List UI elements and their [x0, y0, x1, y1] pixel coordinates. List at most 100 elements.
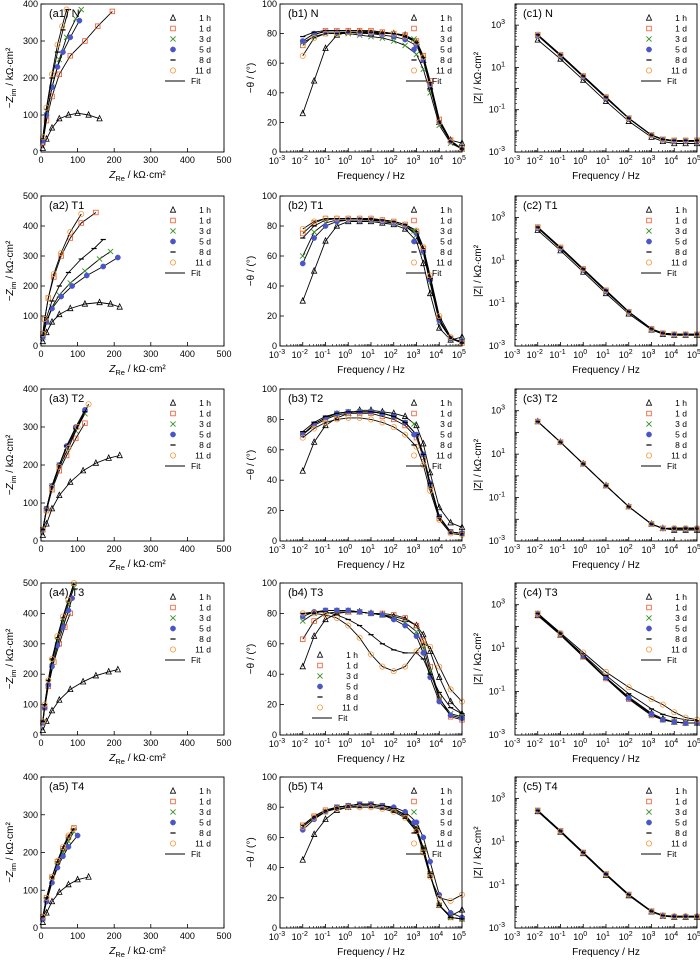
y-axis-title: −Zim / kΩ·cm²	[5, 240, 18, 301]
x-tick-label: 10-3	[269, 931, 285, 942]
data-point	[311, 235, 317, 241]
legend-marker	[410, 398, 418, 406]
x-tick-label: 101	[361, 155, 375, 166]
fit-line	[537, 613, 697, 724]
data-point	[426, 468, 434, 476]
panel-a1: 0 100 200 300 400 500 0 100 200 300 400 (a1) N 1 h1 …	[5, 0, 232, 183]
legend-marker	[646, 238, 652, 245]
data-point	[41, 315, 48, 322]
x-tick-label: 101	[596, 931, 610, 942]
data-point	[367, 29, 374, 36]
axis-ticks: 10-3 10-2 10-1 100 101 102 103 104 105 0 20 40 60 80 1…	[262, 578, 466, 749]
data-point	[659, 701, 666, 708]
legend-label: 8 d	[346, 692, 358, 702]
data-point	[70, 826, 77, 833]
data-point	[603, 871, 610, 878]
legend-marker	[170, 238, 176, 245]
y-tick-label: 400	[23, 384, 38, 394]
data-point	[116, 302, 123, 310]
legend-marker	[170, 36, 176, 42]
data-point	[390, 38, 397, 44]
series-3d	[39, 248, 114, 340]
data-point	[660, 716, 666, 723]
legend-marker	[411, 36, 417, 42]
axis-ticks: 10-3 10-2 10-1 100 101 102 103 104 105 10-3 10-1 10…	[489, 776, 700, 942]
data-point	[427, 643, 434, 650]
legend-label: 8 d	[675, 828, 687, 838]
y-tick-label: 20	[267, 506, 277, 516]
legend-label: 3 d	[346, 671, 358, 681]
legend-label: 1 d	[440, 216, 452, 226]
data-point	[356, 634, 363, 641]
legend-marker	[410, 259, 417, 266]
y-tick-label: 103	[491, 19, 505, 30]
legend-marker	[645, 398, 653, 406]
legend-marker	[645, 13, 653, 21]
legend-label: 11 d	[671, 451, 687, 461]
x-tick-label: 104	[664, 349, 678, 360]
x-tick-label: 200	[107, 738, 122, 748]
legend-label: 5 d	[199, 624, 211, 634]
plot-frame	[514, 388, 698, 542]
data-point	[648, 132, 655, 139]
x-tick-label: 100	[338, 738, 352, 749]
x-tick-label: 105	[687, 155, 700, 166]
data-point	[648, 325, 655, 332]
legend-marker	[169, 840, 176, 847]
x-tick-label: 104	[664, 155, 678, 166]
data-point	[96, 298, 103, 306]
y-axis-title: −Zim / kΩ·cm²	[5, 434, 18, 495]
data-point	[69, 283, 75, 289]
y-tick-label: 10-3	[489, 340, 505, 351]
data-point	[48, 317, 56, 325]
fit-line	[537, 35, 697, 141]
y-tick-label: 80	[267, 414, 277, 424]
data-point	[413, 443, 420, 450]
data-point	[63, 452, 70, 459]
data-point	[557, 439, 564, 446]
data-point	[73, 435, 79, 442]
y-tick-label: 0	[272, 730, 277, 740]
data-point	[107, 248, 114, 255]
data-point	[107, 299, 114, 307]
data-point	[76, 17, 83, 24]
y-tick-label: 200	[23, 460, 38, 470]
x-tick-label: 400	[180, 544, 195, 554]
y-tick-label: 60	[267, 251, 277, 261]
legend-label: 8 d	[199, 634, 211, 644]
data-point	[56, 491, 63, 499]
data-point	[78, 220, 84, 226]
x-axis-title: Frequency / Hz	[572, 947, 640, 958]
y-axis-title: |Z| / kΩ·cm²	[473, 51, 484, 104]
legend-marker	[169, 259, 176, 266]
data-point	[447, 333, 454, 340]
y-tick-label: 100	[23, 498, 38, 508]
data-point	[81, 299, 89, 307]
legend-marker	[169, 452, 176, 459]
series-1h	[39, 298, 123, 345]
data-point	[48, 897, 56, 905]
y-tick-label: 60	[267, 832, 277, 842]
fit-line	[302, 806, 463, 902]
legend-label: Fit	[432, 268, 442, 278]
legend-label: 11 d	[671, 258, 687, 268]
data-point	[413, 622, 420, 629]
data-point	[625, 503, 632, 510]
x-axis-title: Frequency / Hz	[572, 560, 640, 571]
x-tick-label: 103	[407, 738, 421, 749]
x-tick-label: 300	[143, 349, 158, 359]
y-axis-title: −θ / (°)	[246, 63, 257, 93]
x-tick-label: 10-3	[504, 931, 520, 942]
data-point	[39, 337, 47, 345]
legend-label: 1 h	[346, 650, 358, 660]
x-tick-label: 104	[664, 931, 678, 942]
x-axis-title: ZRe / kΩ·cm²	[108, 946, 166, 959]
data-point	[116, 451, 123, 459]
data-point	[299, 260, 306, 267]
legend-label: Fit	[191, 461, 201, 471]
fit-line	[302, 411, 463, 534]
y-tick-label: 40	[267, 669, 277, 679]
